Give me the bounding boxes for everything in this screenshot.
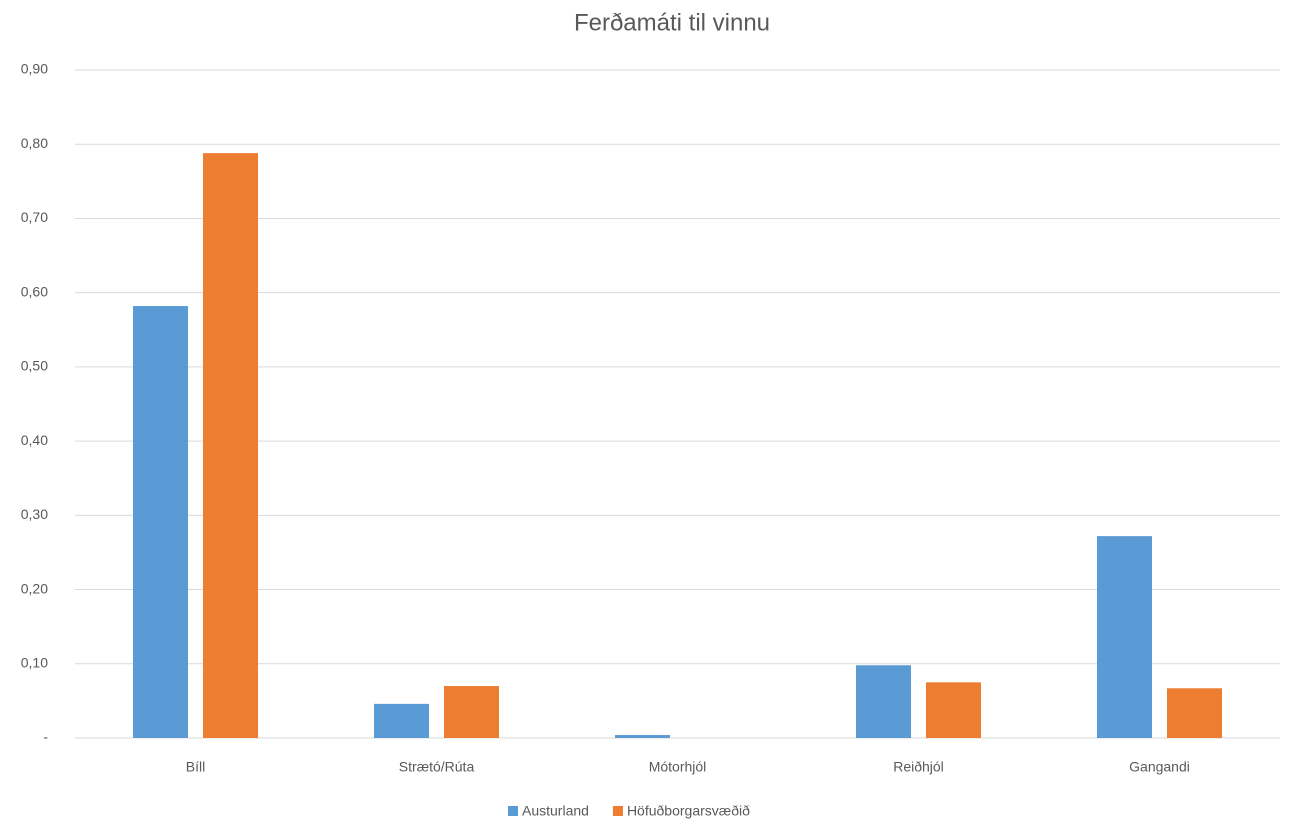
y-tick-label: 0,70: [21, 209, 48, 225]
y-tick-label: 0,60: [21, 283, 48, 299]
bar: [926, 682, 981, 738]
y-tick-label: 0,80: [21, 135, 48, 151]
bar: [615, 735, 670, 738]
bar: [856, 665, 911, 738]
bar: [444, 686, 499, 738]
bar: [133, 306, 188, 738]
legend-swatch: [508, 806, 518, 816]
x-tick-label: Mótorhjól: [649, 759, 707, 775]
y-tick-label: 0,30: [21, 506, 48, 522]
bar: [1097, 536, 1152, 738]
y-tick-label: 0,10: [21, 654, 48, 670]
y-tick-label: 0,50: [21, 358, 48, 374]
chart-title: Ferðamáti til vinnu: [574, 9, 770, 36]
y-tick-label: 0,90: [21, 61, 48, 77]
y-tick-label: 0,20: [21, 580, 48, 596]
y-tick-label: -: [43, 729, 48, 745]
legend-swatch: [612, 806, 623, 816]
bar: [1167, 688, 1222, 738]
y-tick-label: 0,40: [21, 432, 48, 448]
x-tick-label: Strætó/Rúta: [399, 759, 475, 775]
legend-label: Höfuðborgarsvæðið: [627, 803, 750, 819]
x-tick-label: Bíll: [186, 759, 205, 775]
legend-label: Austurland: [522, 803, 589, 819]
x-tick-label: Reiðhjól: [893, 759, 944, 775]
bar: [374, 703, 429, 738]
x-tick-label: Gangandi: [1129, 759, 1190, 775]
bar: [203, 153, 258, 738]
